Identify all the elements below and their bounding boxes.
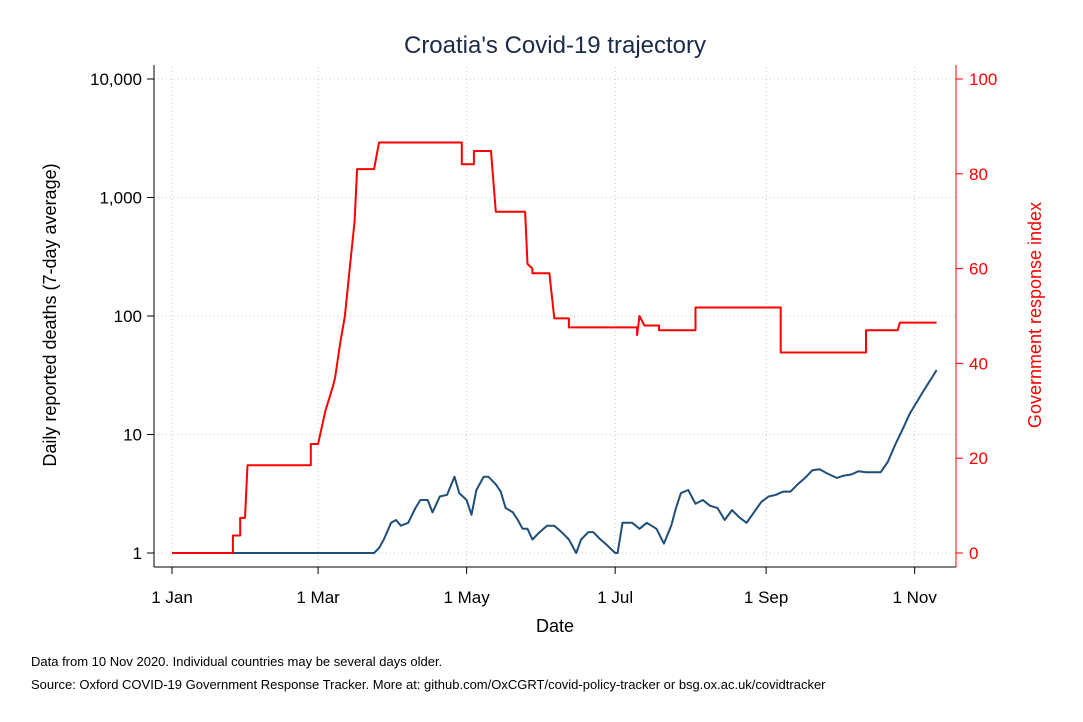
right-tick-label: 20 (969, 449, 988, 468)
deaths-series-line (172, 369, 938, 554)
left-axis-title: Daily reported deaths (7-day average) (40, 163, 60, 466)
right-tick-label: 60 (969, 260, 988, 279)
left-tick-label: 10 (123, 426, 142, 445)
x-tick-label: 1 Mar (296, 588, 340, 607)
source-note: Source: Oxford COVID-19 Government Respo… (31, 677, 826, 692)
left-tick-label: 1 (133, 544, 142, 563)
right-tick-label: 80 (969, 165, 988, 184)
x-tick-label: 1 May (443, 588, 490, 607)
chart-svg: Croatia's Covid-19 trajectory 1 10 100 1,00… (40, 32, 1045, 636)
x-tick-label: 1 Sep (744, 588, 788, 607)
series-layer (172, 141, 938, 554)
gridlines (154, 67, 956, 565)
ticks: 1 10 100 1,000 10,000 0 20 40 60 80 100 1 Jan 1 Mar 1… (90, 70, 997, 607)
data-date-note: Data from 10 Nov 2020. Individual countr… (31, 654, 443, 669)
right-axis-title: Government response index (1025, 202, 1045, 428)
x-tick-label: 1 Jul (597, 588, 633, 607)
left-tick-label: 1,000 (99, 189, 142, 208)
x-axis-title: Date (536, 616, 574, 636)
right-tick-label: 100 (969, 70, 997, 89)
right-tick-label: 40 (969, 354, 988, 373)
x-tick-label: 1 Jan (151, 588, 193, 607)
left-tick-label: 10,000 (90, 70, 142, 89)
chart-title: Croatia's Covid-19 trajectory (404, 32, 706, 59)
response-index-series-line (172, 141, 937, 554)
left-tick-label: 100 (114, 307, 142, 326)
x-tick-label: 1 Nov (892, 588, 937, 607)
right-tick-label: 0 (969, 544, 978, 563)
